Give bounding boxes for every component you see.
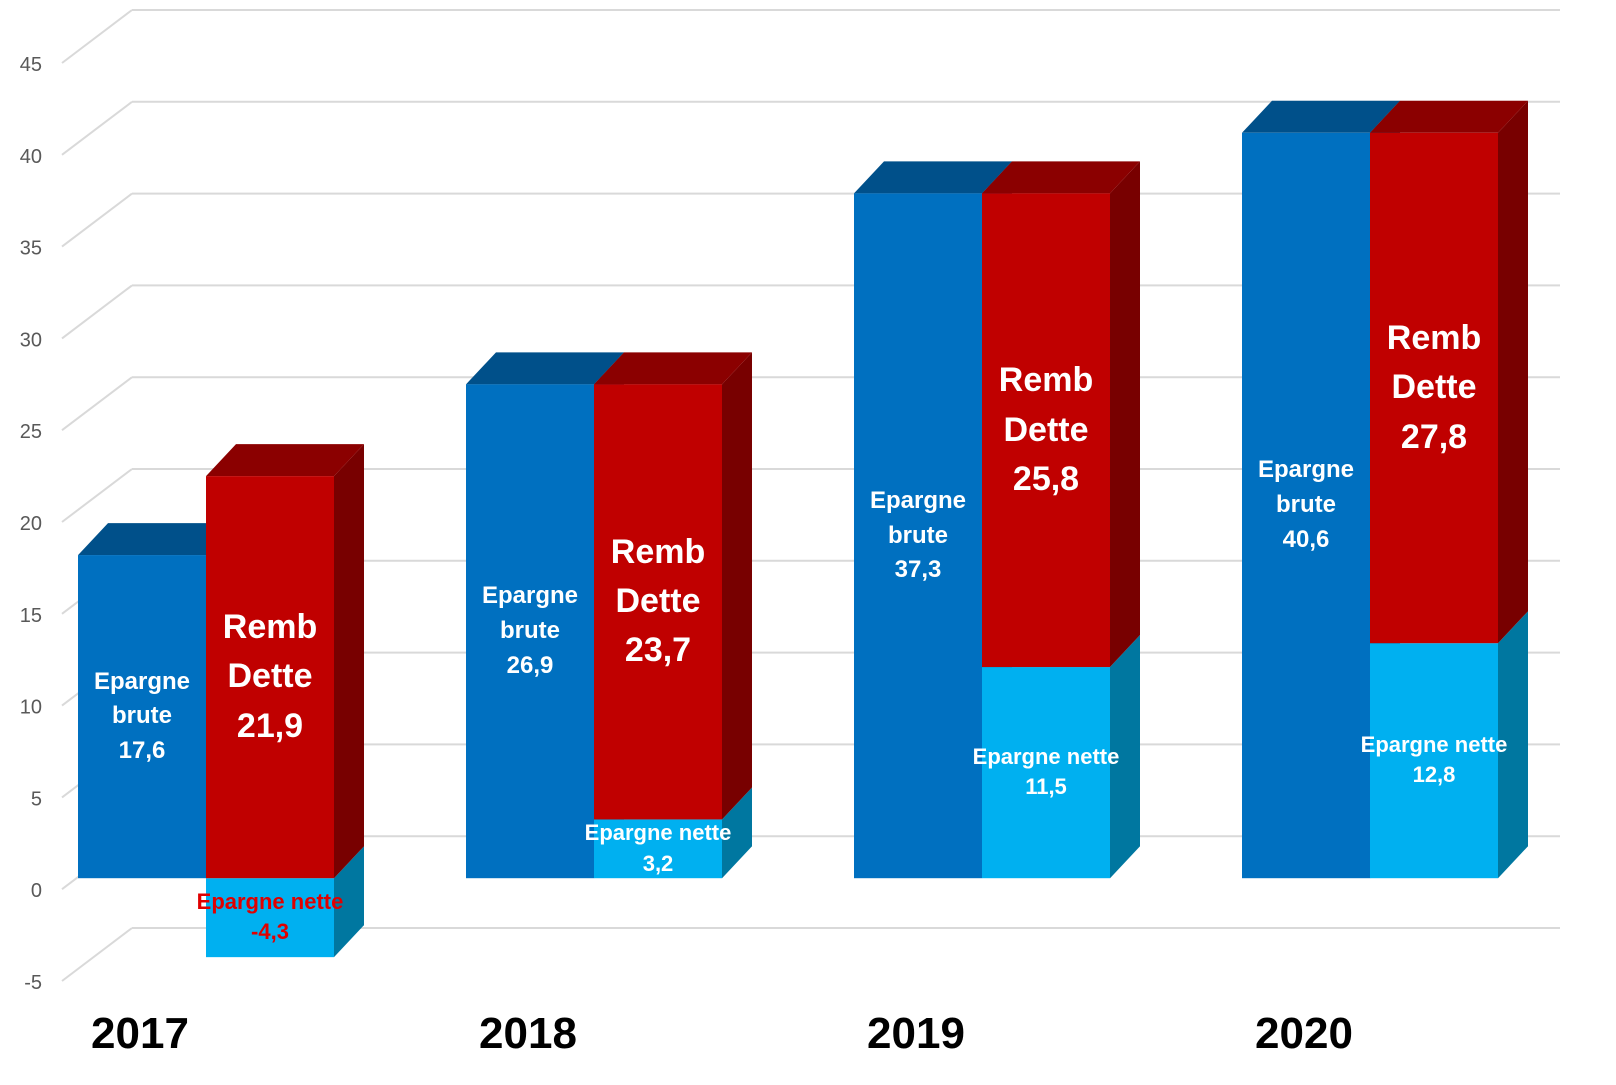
data-label: Epargne nette 11,5: [951, 742, 1141, 804]
data-label: Epargne nette 12,8: [1339, 730, 1529, 792]
x-tick-label: 2018: [479, 1009, 577, 1058]
data-label: Remb Dette 27,8: [1370, 314, 1498, 462]
series-name: Epargne brute: [1257, 456, 1355, 519]
bar: [1370, 132, 1498, 644]
series-name: Epargne nette: [1360, 731, 1508, 757]
value-label: 11,5: [1025, 774, 1067, 800]
bar: [466, 384, 594, 879]
grid-line: [61, 284, 133, 340]
bar-side: [722, 352, 752, 820]
series-name: Epargne nette: [972, 743, 1120, 769]
series-name: Remb Dette: [1386, 319, 1482, 407]
y-tick-label: 15: [20, 605, 42, 627]
series-name: Remb Dette: [998, 361, 1094, 449]
y-tick-label: 0: [31, 880, 42, 902]
series-name: Epargne nette: [196, 888, 344, 914]
value-label: 25,8: [1012, 459, 1080, 498]
bar-top: [466, 352, 624, 385]
y-tick-label: 40: [20, 146, 42, 168]
y-tick-label: 30: [20, 329, 42, 351]
grid-line: [61, 192, 133, 248]
bar-side: [1498, 611, 1528, 879]
y-tick-label: 45: [20, 54, 42, 76]
data-label: Epargne brute 26,9: [466, 579, 594, 683]
value-label: 3,2: [642, 850, 674, 876]
value-label: 17,6: [118, 737, 166, 765]
data-label: Epargne brute 37,3: [854, 484, 982, 588]
data-label: Remb Dette 23,7: [594, 528, 722, 676]
data-label: Epargne brute 40,6: [1242, 453, 1370, 557]
bar-top: [1242, 100, 1400, 133]
bar-top: [982, 161, 1140, 194]
series-name: Remb Dette: [222, 608, 318, 696]
bar: [982, 193, 1110, 668]
bar-side: [1110, 635, 1140, 879]
bar-top: [594, 352, 752, 385]
bar-side: [334, 444, 364, 879]
x-tick-label: 2017: [91, 1009, 189, 1058]
bar: [78, 555, 206, 879]
bar: [1242, 132, 1370, 879]
grid-line: [61, 927, 133, 982]
bar-side: [1498, 100, 1528, 644]
value-label: 26,9: [506, 651, 554, 679]
series-name: Epargne brute: [93, 667, 191, 730]
bar-side: [334, 846, 364, 958]
y-tick-label: 25: [20, 421, 42, 443]
value-label: 40,6: [1282, 525, 1330, 553]
bar: [1370, 643, 1498, 879]
bar: [982, 667, 1110, 879]
data-label: Remb Dette 21,9: [206, 603, 334, 751]
grid-line: [61, 376, 133, 431]
y-tick-label: 35: [20, 238, 42, 260]
data-label: Epargne brute 17,6: [78, 664, 206, 768]
data-label: Epargne nette -4,3: [175, 887, 365, 949]
y-tick-label: 20: [20, 513, 42, 535]
data-label: Remb Dette 25,8: [982, 356, 1110, 504]
series-name: Remb Dette: [610, 532, 706, 621]
bar: [594, 819, 722, 879]
bar: [854, 193, 982, 879]
x-tick-label: 2020: [1255, 1009, 1353, 1058]
bar-side: [722, 787, 752, 879]
bar-top: [78, 523, 236, 556]
bar-top: [206, 444, 364, 477]
grid-line: [61, 468, 133, 523]
bar: [594, 384, 722, 820]
bar: [206, 476, 334, 879]
series-name: Epargne nette: [584, 820, 732, 846]
bar: [206, 878, 334, 958]
y-tick-label: 5: [31, 788, 42, 810]
value-label: 23,7: [624, 631, 692, 670]
data-label: Epargne nette 3,2: [563, 818, 753, 880]
x-tick-label: 2019: [867, 1009, 965, 1058]
value-label: -4,3: [251, 919, 289, 945]
series-name: Epargne brute: [481, 582, 579, 644]
value-label: 12,8: [1412, 762, 1456, 788]
y-tick-label: -5: [24, 972, 42, 994]
bar-side: [1110, 161, 1140, 668]
series-name: Epargne brute: [869, 486, 967, 549]
bar-top: [1370, 100, 1528, 133]
bar-top: [854, 161, 1012, 194]
grid-line: [61, 9, 133, 64]
y-tick-label: 10: [20, 697, 42, 719]
grid-line: [61, 101, 133, 156]
value-label: 21,9: [236, 706, 304, 745]
value-label: 27,8: [1400, 417, 1468, 456]
value-label: 37,3: [894, 556, 942, 584]
